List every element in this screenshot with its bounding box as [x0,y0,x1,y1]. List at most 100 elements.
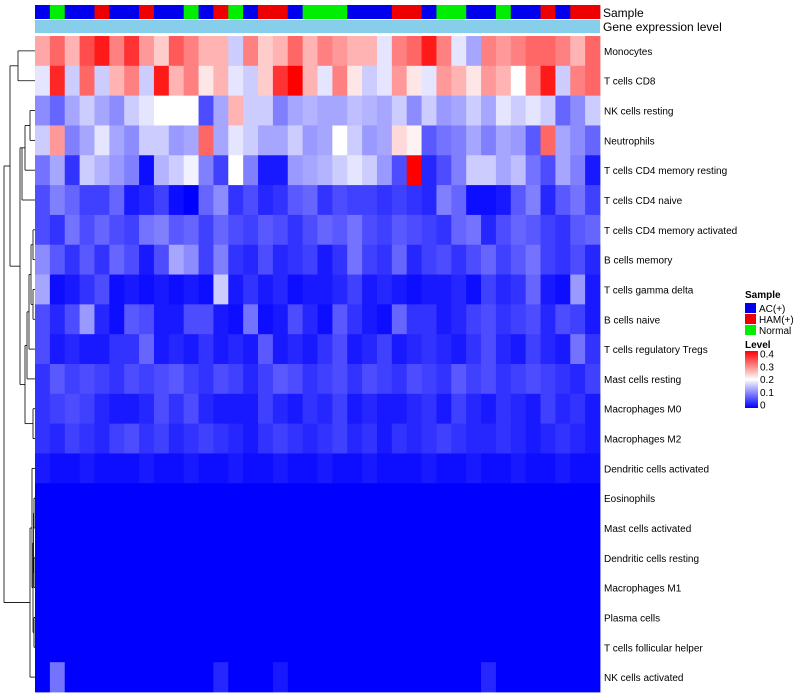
heatmap-cell [258,662,274,693]
heatmap-cell [362,304,378,335]
heatmap-cell [362,185,378,216]
heatmap-cell [64,423,81,454]
heatmap-cell [228,542,244,574]
level-legend-tick: 0.1 [760,388,774,399]
heatmap-cell [555,95,571,126]
heatmap-cell [79,36,95,67]
heatmap-cell [466,513,482,544]
heatmap-cell [332,602,348,633]
heatmap-cell [183,304,199,335]
heatmap-cell [391,36,408,67]
heatmap-cell [391,483,408,514]
heatmap-cell [585,155,601,186]
heatmap-cell [466,542,482,574]
sample-annotation-cell [213,5,229,19]
heatmap-cell [287,65,304,97]
heatmap-cell [243,483,259,514]
heatmap-cell [376,334,393,365]
heatmap-cell [228,662,244,693]
heatmap-cell [481,244,497,275]
sample-legend-swatch [745,325,756,335]
heatmap-cell [109,364,125,395]
heatmap-cell [79,125,95,156]
heatmap-cell [109,513,125,544]
heatmap-cell [258,483,274,514]
heatmap-cell [168,95,185,126]
heatmap-cell [94,662,110,693]
heatmap-cell [287,125,304,156]
heatmap-cell [347,95,363,126]
heatmap-cell [332,542,348,574]
heatmap-cell [49,393,66,425]
heatmap-cell [258,513,274,544]
heatmap-cell [481,155,497,186]
heatmap-cell [139,244,155,275]
heatmap-cell [436,65,452,97]
heatmap-cell [466,304,482,335]
heatmap-cell [243,155,259,186]
heatmap-cell [124,393,140,425]
heatmap-cell [466,602,482,633]
heatmap-cell [213,274,229,305]
heatmap-cell [198,602,214,633]
heatmap-cell [421,244,437,275]
heatmap-cell [243,393,259,425]
heatmap-cell [198,572,214,603]
sample-annotation-cell [481,5,497,19]
heatmap-cell [347,334,363,365]
heatmap-cell [213,423,229,454]
heatmap-cell [243,364,259,395]
heatmap-cell [272,602,289,633]
heatmap-cell [198,65,214,97]
heatmap-cell [481,125,497,156]
heatmap-cell [421,453,437,484]
heatmap-cell [391,572,408,603]
heatmap-cell [64,274,81,305]
heatmap-cell [495,244,512,275]
heatmap-cell [525,542,541,574]
heatmap-cell [495,602,512,633]
heatmap-cell [109,274,125,305]
heatmap-cell [213,542,229,574]
heatmap-cell [555,364,571,395]
heatmap-cell [347,274,363,305]
heatmap-cell [153,334,170,365]
heatmap-cell [436,244,452,275]
heatmap-cell [94,274,110,305]
sample-annotation-cell [376,5,393,19]
heatmap-cell [302,483,318,514]
heatmap-cell [406,95,422,126]
heatmap-cell [124,453,140,484]
heatmap-cell [35,542,51,574]
heatmap-cell [466,483,482,514]
heatmap-cell [481,483,497,514]
heatmap-cell [406,274,422,305]
heatmap-cell [139,423,155,454]
heatmap-cell [347,662,363,693]
heatmap-cell [525,244,541,275]
sample-annotation-cell [332,5,348,19]
heatmap-cell [332,185,348,216]
heatmap-cell [466,423,482,454]
row-label: Mast cells activated [604,524,691,535]
heatmap-cell [168,364,185,395]
heatmap-cell [183,453,199,484]
heatmap-cell [168,185,185,216]
heatmap-cell [451,274,467,305]
annotation-label-expression: Gene expression level [603,20,722,34]
heatmap-cell [436,572,452,603]
heatmap-cell [347,423,363,454]
row-label: Mast cells resting [604,375,681,386]
heatmap-cell [481,423,497,454]
heatmap-cell [481,453,497,484]
heatmap-cell [64,602,81,633]
heatmap-cell [495,36,512,67]
heatmap-cell [153,304,170,335]
heatmap-cell [347,36,363,67]
heatmap-cell [109,125,125,156]
heatmap-cell [421,632,437,663]
heatmap-cell [302,453,318,484]
sample-annotation-cell [168,5,185,19]
heatmap-cell [79,65,95,97]
heatmap-cell [451,155,467,186]
